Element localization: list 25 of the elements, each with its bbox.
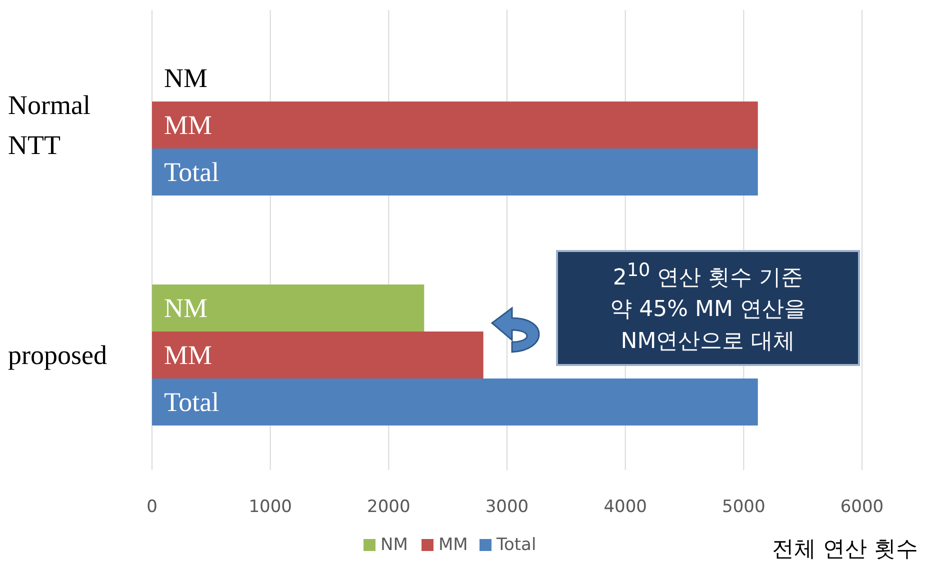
text: NM xyxy=(164,293,208,323)
x-tick-label: 1000 xyxy=(248,497,292,517)
x-axis-title: 전체 연산 횟수 xyxy=(772,537,918,562)
bar xyxy=(152,378,758,426)
x-tick-label: 2000 xyxy=(367,497,410,517)
x-tick-label: 3000 xyxy=(485,497,529,517)
x-tick-label: 6000 xyxy=(840,497,884,517)
legend-label: NM xyxy=(380,535,408,555)
y-tick-label: Normal NTT xyxy=(8,90,90,160)
bar xyxy=(152,148,758,196)
text: MM xyxy=(164,340,212,370)
legend-label: MM xyxy=(438,535,468,555)
legend-label: Total xyxy=(496,535,536,555)
x-tick-label: 0 xyxy=(146,497,158,517)
bar xyxy=(152,284,424,332)
bar xyxy=(152,332,484,378)
bar xyxy=(152,102,758,148)
x-tick-label: 4000 xyxy=(604,497,647,517)
text: Total xyxy=(164,387,220,417)
text: MM xyxy=(164,110,212,140)
annotation: 2$^{10}$ 연산 횟수 기준 약 45% MM 연산을 NM연산으로 대체 xyxy=(556,250,860,366)
text: NM xyxy=(164,63,208,93)
text: Total xyxy=(164,157,220,187)
x-tick-label: 5000 xyxy=(722,497,766,517)
y-tick-label: proposed xyxy=(8,340,108,370)
